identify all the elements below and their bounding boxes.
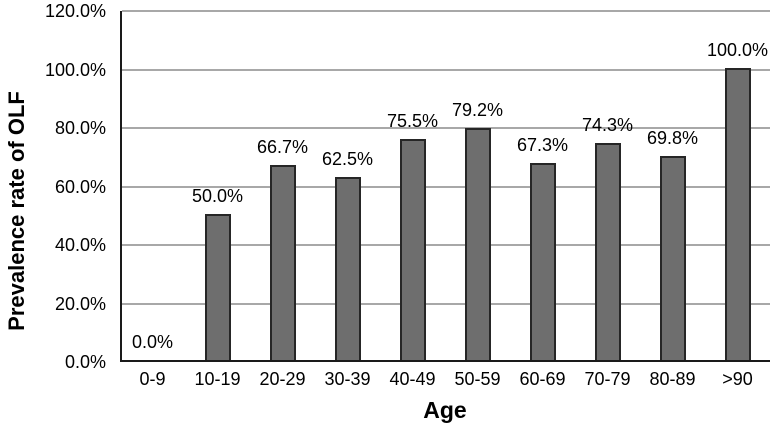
data-label: 66.7% <box>256 136 309 157</box>
x-tick-label: >90 <box>722 369 753 389</box>
bar <box>334 177 361 360</box>
y-tick-label: 80.0% <box>54 118 106 138</box>
bar <box>464 128 491 360</box>
gridline <box>122 10 770 12</box>
data-label: 0.0% <box>131 332 174 352</box>
gridline <box>122 68 770 71</box>
y-tick-label: 40.0% <box>54 235 106 255</box>
data-label: 62.5% <box>321 149 374 170</box>
x-tick-label: 40-49 <box>389 369 436 389</box>
gridline <box>122 302 770 305</box>
data-label: 69.8% <box>646 127 699 148</box>
x-tick-label: 10-19 <box>194 369 241 389</box>
bar <box>269 164 296 360</box>
y-tick-label: 0.0% <box>64 352 106 372</box>
gridline <box>122 185 770 188</box>
x-tick-label: 20-29 <box>259 369 306 389</box>
bar <box>724 67 751 360</box>
data-label: 79.2% <box>451 100 504 121</box>
y-tick-label: 60.0% <box>54 176 106 197</box>
y-tick-label: 20.0% <box>54 293 106 314</box>
y-tick-label: 120.0% <box>44 1 106 21</box>
data-label: 50.0% <box>191 185 244 206</box>
bar <box>594 142 621 360</box>
x-tick-label: 60-69 <box>519 369 566 389</box>
x-tick-label: 0-9 <box>139 369 166 389</box>
data-label: 100.0% <box>706 39 769 60</box>
data-label: 75.5% <box>386 111 439 132</box>
bar <box>529 163 556 360</box>
x-tick-label: 80-89 <box>649 369 696 389</box>
data-label: 74.3% <box>581 114 634 135</box>
x-tick-label: 50-59 <box>454 369 501 389</box>
y-tick-label: 100.0% <box>44 59 106 80</box>
bar <box>204 213 231 360</box>
data-label: 67.3% <box>516 135 569 156</box>
y-axis-title: Prevalence rate of OLF <box>4 91 29 331</box>
plot-area <box>120 10 770 362</box>
bar <box>659 155 686 360</box>
bar <box>399 139 426 360</box>
x-tick-label: 30-39 <box>324 369 371 389</box>
x-axis-title: Age <box>423 397 467 423</box>
gridline <box>122 127 770 129</box>
x-tick-label: 70-79 <box>584 369 631 389</box>
gridline <box>122 244 770 246</box>
